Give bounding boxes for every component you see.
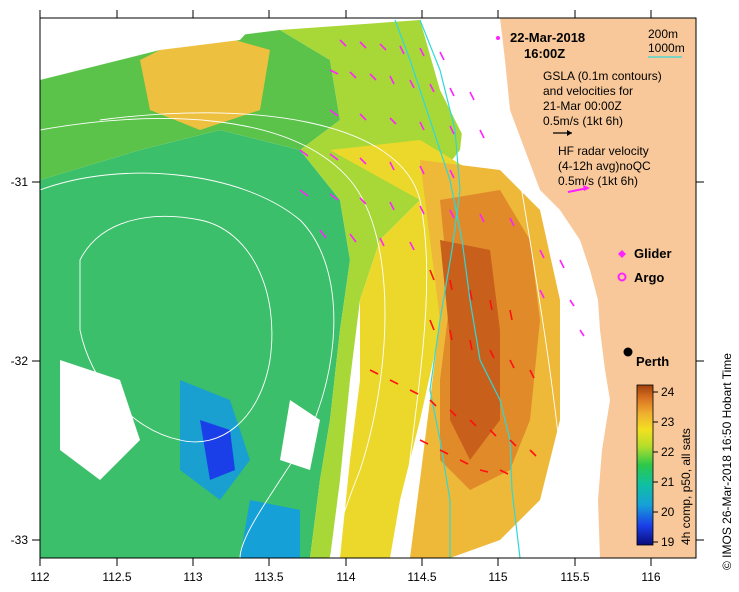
x-tick-label: 112 xyxy=(30,570,49,584)
x-tick-label: 116 xyxy=(641,570,660,584)
legend-gsla-line3: 21-Mar 00:00Z xyxy=(543,99,622,113)
sst-green-region xyxy=(40,130,350,558)
legend-gsla-line4: 0.5m/s (1kt 6h) xyxy=(543,114,623,128)
legend-isobath-200m: 200m xyxy=(648,27,678,41)
credit-text: © IMOS 26-Mar-2018 16:50 Hobart Time xyxy=(720,353,734,570)
map-time: 16:00Z xyxy=(524,46,565,61)
y-tick-label: -32 xyxy=(11,354,29,368)
legend-gsla-line2: and velocities for xyxy=(543,84,633,98)
colorbar-tick: 23 xyxy=(661,415,675,429)
x-tick-label: 114 xyxy=(336,570,355,584)
plot-frame xyxy=(39,17,697,559)
colorbar-tick: 19 xyxy=(661,535,675,549)
legend-isobath-1000m: 1000m xyxy=(648,41,685,55)
perth-marker xyxy=(623,347,633,357)
x-tick-label: 113 xyxy=(183,570,202,584)
legend-hf-line3: 0.5m/s (1kt 6h) xyxy=(558,174,638,188)
gsla-arrows xyxy=(369,269,537,475)
x-tick-label: 115 xyxy=(488,570,507,584)
y-tick-label: -31 xyxy=(11,175,29,189)
colorbar-tick: 24 xyxy=(661,385,675,399)
map-date: 22-Mar-2018 xyxy=(510,30,585,45)
colorbar-tick: 22 xyxy=(661,445,675,459)
legend-argo-marker xyxy=(617,272,627,282)
legend-glider: Glider xyxy=(634,246,672,261)
x-tick-label: 113.5 xyxy=(254,570,283,584)
legend-glider-marker xyxy=(618,250,626,258)
isobath-1000m xyxy=(419,19,461,558)
place-perth: Perth xyxy=(636,354,669,369)
isobath-200m xyxy=(394,19,521,558)
legend-argo: Argo xyxy=(634,270,664,285)
y-tick-label: -33 xyxy=(11,533,29,547)
x-axis xyxy=(39,10,652,566)
legend-hf-line1: HF radar velocity xyxy=(558,144,649,158)
colorbar xyxy=(636,384,654,546)
hf-radar-arrows xyxy=(299,39,585,337)
x-tick-label: 115.5 xyxy=(560,570,589,584)
glider-marker xyxy=(496,36,500,40)
x-tick-label: 112.5 xyxy=(102,570,131,584)
x-tick-label: 114.5 xyxy=(407,570,436,584)
colorbar-tick: 21 xyxy=(661,475,675,489)
legend-gsla-line1: GSLA (0.1m contours) xyxy=(543,69,662,83)
gsla-contours xyxy=(40,112,571,558)
colorbar-tick: 20 xyxy=(661,505,675,519)
colorbar-label: 4h comp, p50, all sats xyxy=(679,428,693,545)
legend-hf-line2: (4-12h avg)noQC xyxy=(558,159,651,173)
y-axis xyxy=(32,181,704,541)
